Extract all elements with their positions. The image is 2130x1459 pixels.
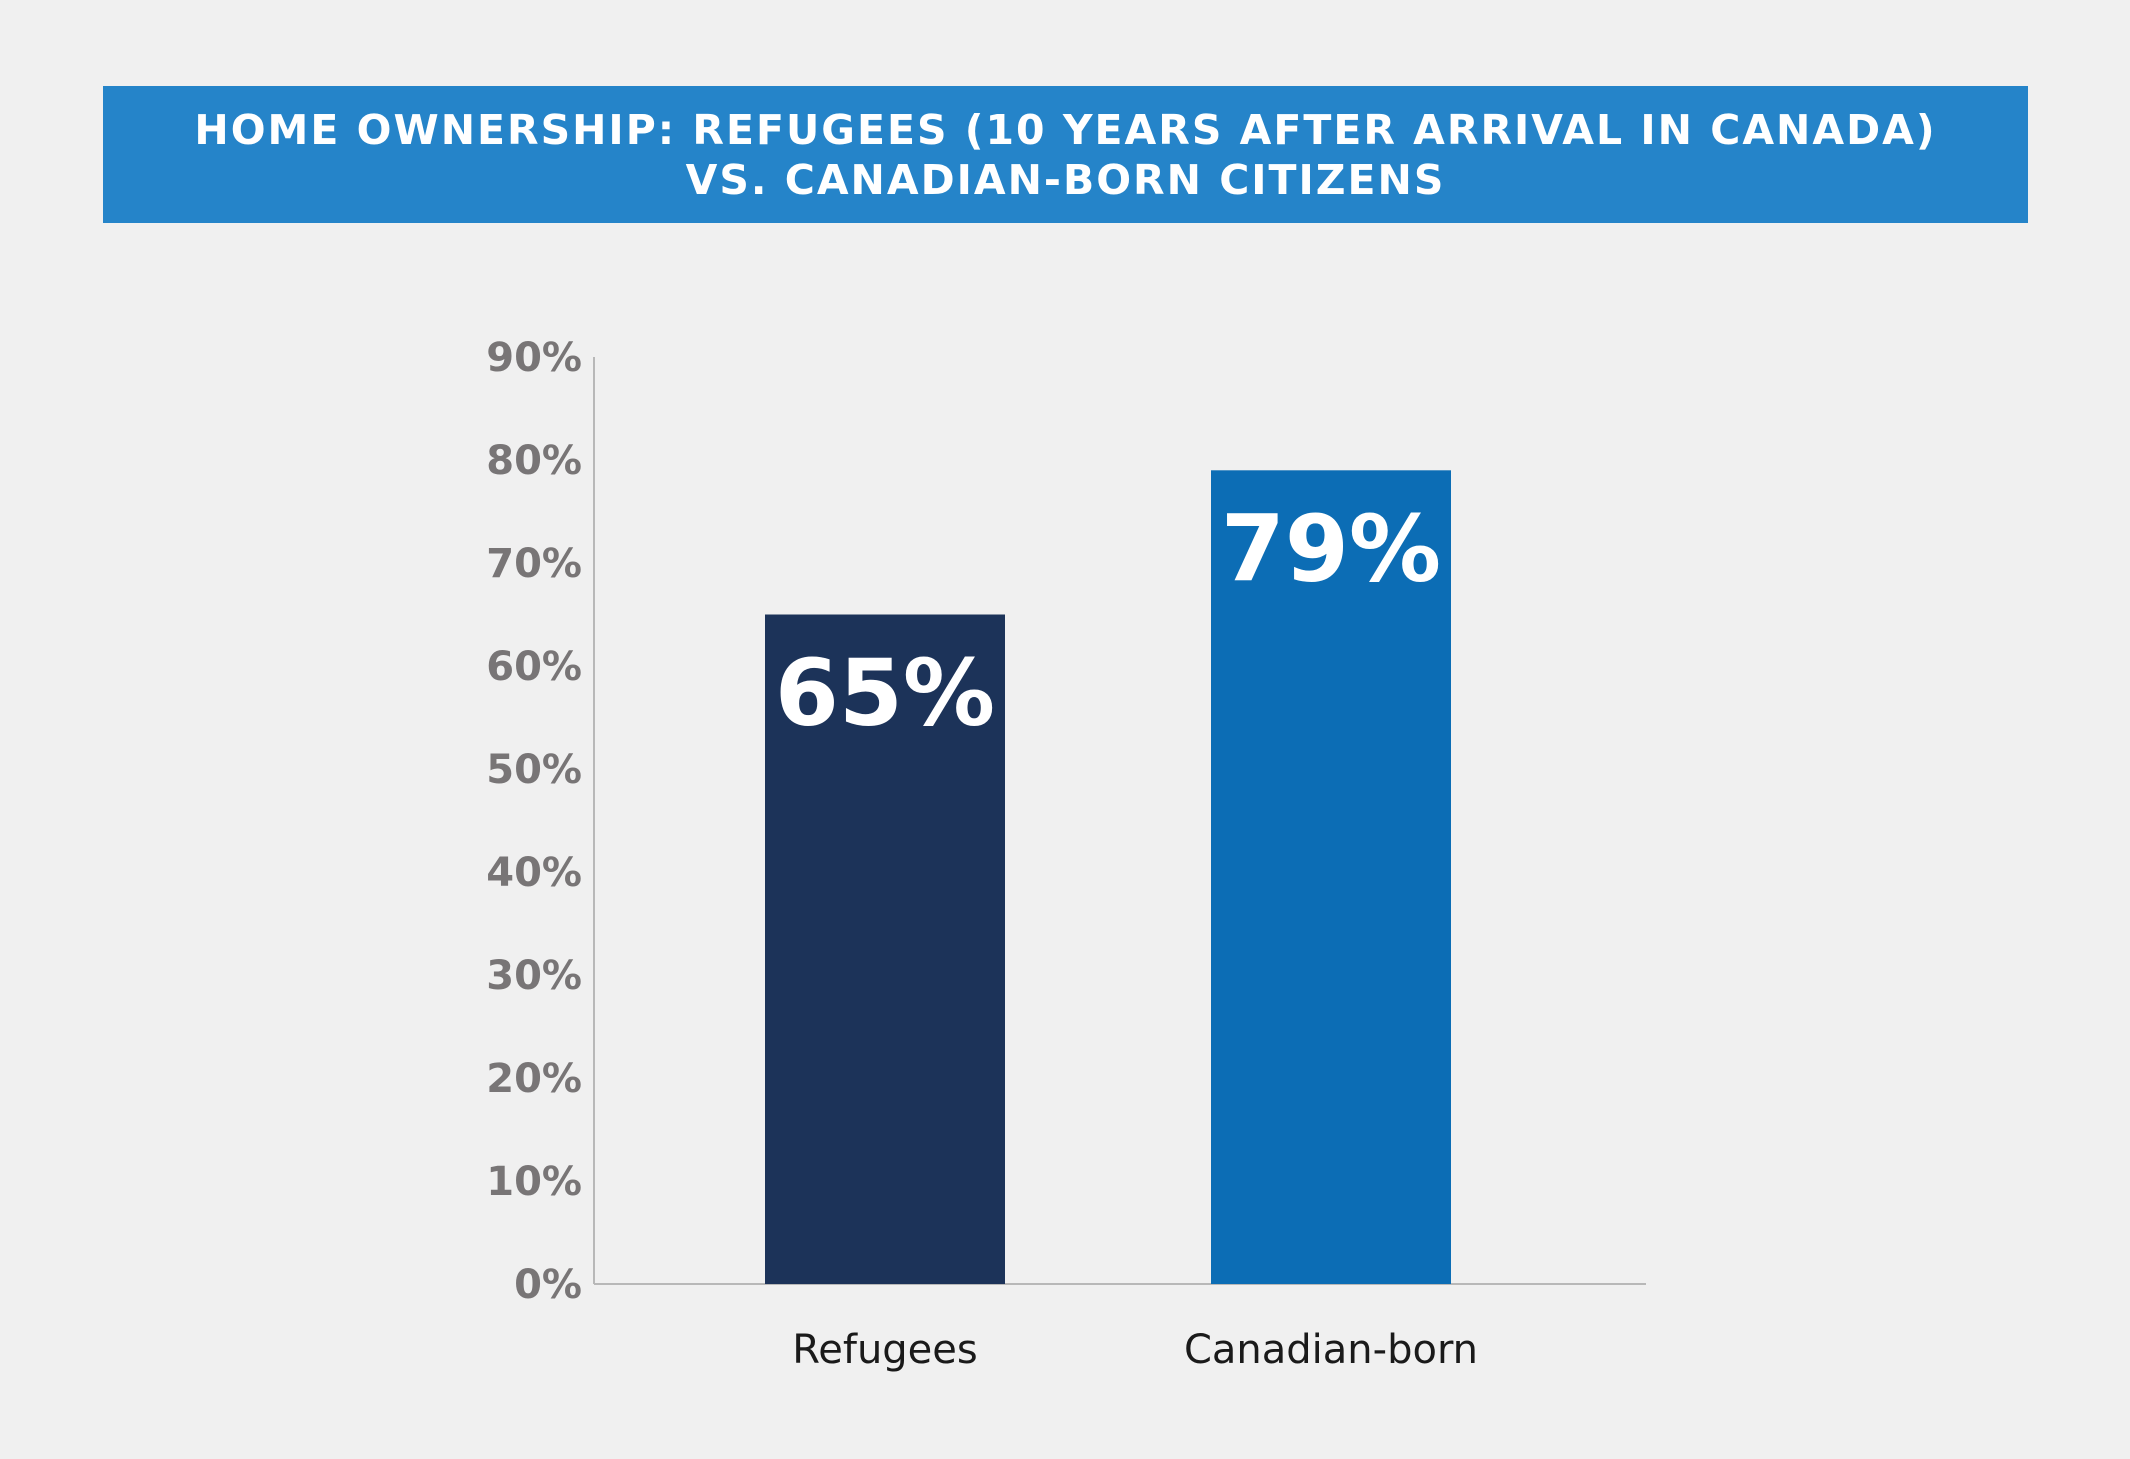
chart-title-line-1: HOME OWNERSHIP: REFUGEES (10 YEARS AFTER… — [194, 105, 1937, 154]
y-tick-label-60: 60% — [486, 644, 582, 690]
y-tick-label-0: 0% — [514, 1262, 582, 1308]
title-banner: HOME OWNERSHIP: REFUGEES (10 YEARS AFTER… — [103, 86, 2028, 223]
y-tick-label-90: 90% — [486, 335, 582, 381]
y-tick-label-80: 80% — [486, 438, 582, 484]
y-tick-label-20: 20% — [486, 1056, 582, 1102]
y-tick-label-10: 10% — [486, 1159, 582, 1205]
x-category-label-canadian-born: Canadian-born — [1184, 1327, 1478, 1373]
y-tick-label-50: 50% — [486, 747, 582, 793]
bar-canadian-born — [1211, 470, 1451, 1284]
x-category-label-refugees: Refugees — [792, 1327, 978, 1373]
y-tick-label-30: 30% — [486, 953, 582, 999]
data-label-refugees: 65% — [775, 640, 995, 747]
y-tick-label-40: 40% — [486, 850, 582, 896]
y-tick-label-70: 70% — [486, 541, 582, 587]
chart-title-line-2: VS. CANADIAN-BORN CITIZENS — [685, 155, 1446, 204]
data-label-canadian-born: 79% — [1221, 495, 1441, 602]
bar-refugees — [765, 614, 1005, 1284]
